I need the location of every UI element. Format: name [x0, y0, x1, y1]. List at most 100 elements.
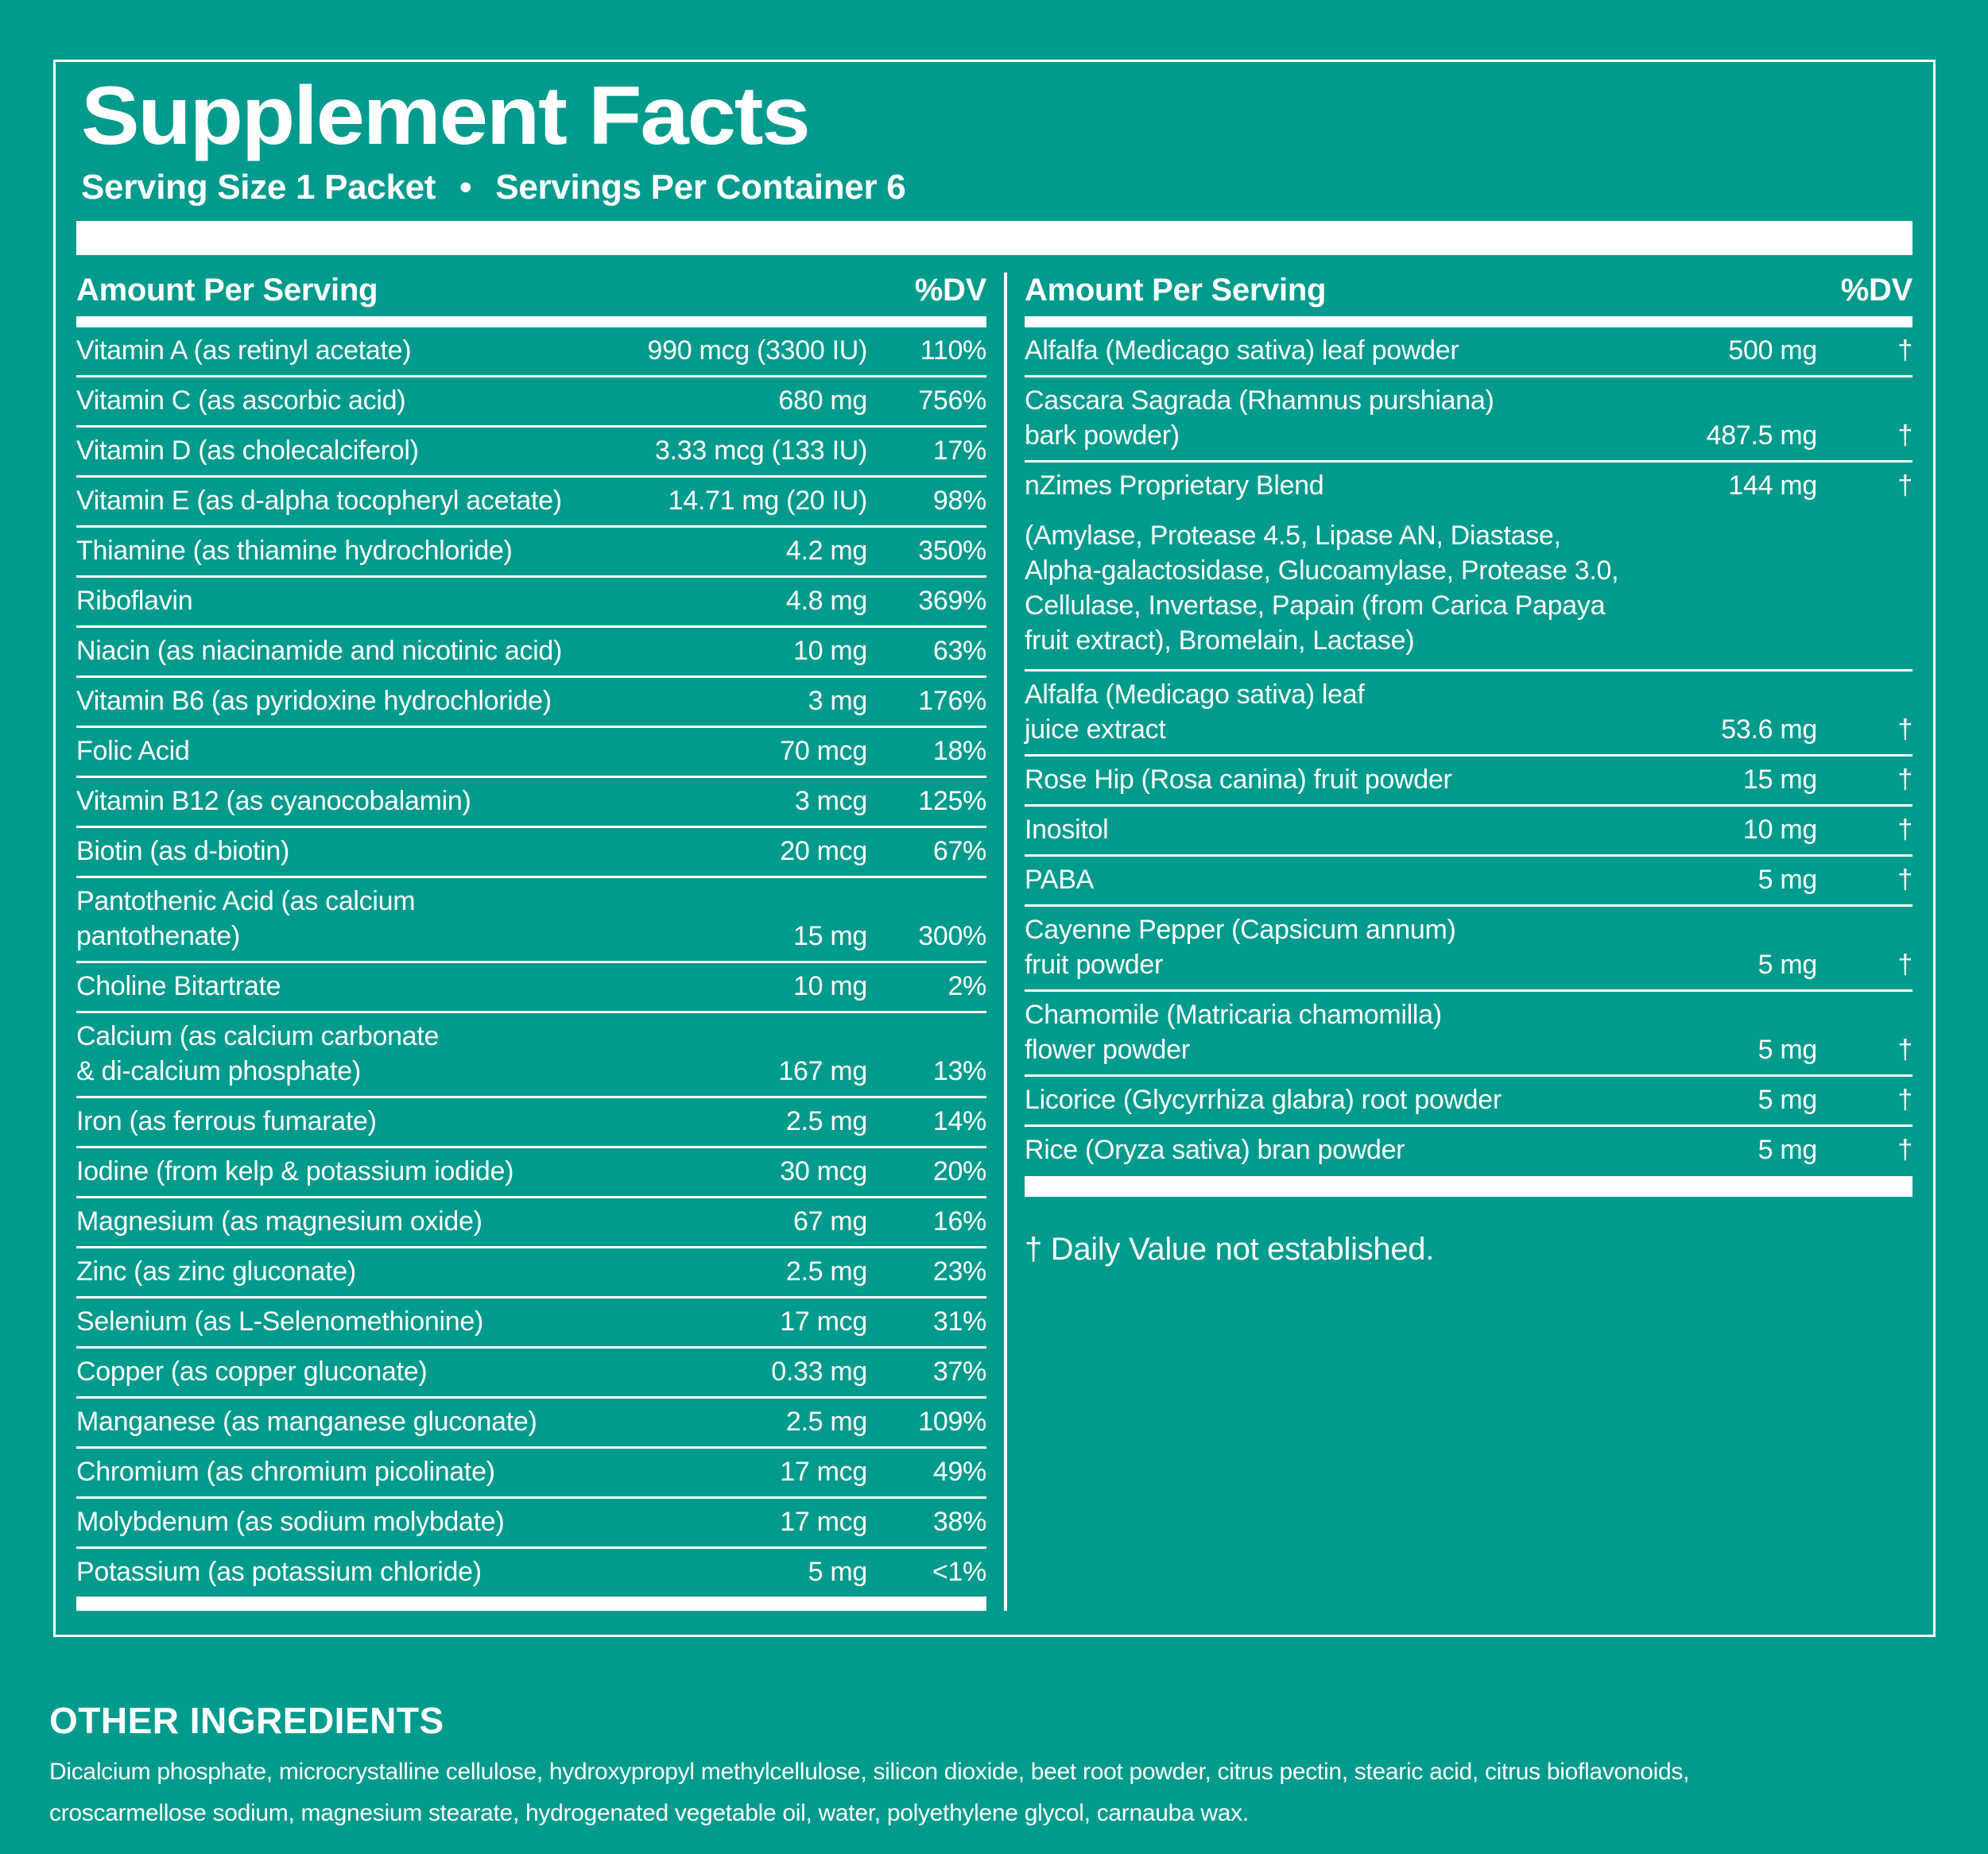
- table-row: Manganese (as manganese gluconate) 2.5 mg…: [76, 1399, 986, 1449]
- ingredient-dv: 109%: [918, 1407, 986, 1437]
- ingredient-dv: 13%: [932, 1056, 986, 1086]
- ingredient-dv: 98%: [932, 486, 986, 516]
- header-underline-bar: [76, 316, 986, 327]
- ingredient-dv: †: [1897, 764, 1912, 795]
- ingredient-dv: 38%: [932, 1507, 986, 1537]
- ingredient-row: Choline Bitartrate 10 mg 2%: [76, 963, 986, 1011]
- table-row: Vitamin B12 (as cyanocobalamin) 3 mcg 125%: [76, 778, 986, 828]
- ingredient-amount: 14.71 mg (20 IU): [668, 486, 868, 516]
- ingredient-amount: 680 mg: [778, 385, 867, 416]
- ingredient-dv: 20%: [932, 1156, 986, 1186]
- ingredient-amount: 10 mg: [793, 636, 867, 666]
- ingredient-name: Vitamin B12 (as cyanocobalamin): [76, 786, 471, 816]
- ingredient-row: Inositol 10 mg †: [1025, 807, 1912, 854]
- ingredient-amount: 3.33 mcg (133 IU): [654, 435, 867, 466]
- table-row: Pantothenic Acid (as calcium pantothenat…: [76, 878, 986, 963]
- ingredient-name: Biotin (as d-biotin): [76, 836, 290, 866]
- ingredient-amount: 20 mcg: [780, 836, 867, 866]
- ingredient-row: Alfalfa (Medicago sativa) leaf powder 500…: [1025, 327, 1912, 375]
- ingredient-name: nZimes Proprietary Blend: [1025, 470, 1324, 501]
- table-row: Cascara Sagrada (Rhamnus purshiana) bark…: [1025, 377, 1912, 463]
- table-row: Inositol 10 mg †: [1025, 807, 1912, 857]
- ingredient-name: Riboflavin: [76, 586, 193, 616]
- ingredient-amount: 5 mg: [1757, 1085, 1818, 1115]
- ingredient-name: Calcium (as calcium carbonate & di-calci…: [76, 1021, 440, 1086]
- table-row: Niacin (as niacinamide and nicotinic aci…: [76, 628, 986, 678]
- table-row: Calcium (as calcium carbonate & di-calci…: [76, 1013, 986, 1098]
- ingredient-dv: 756%: [918, 385, 986, 416]
- ingredient-amount: 0.33 mg: [771, 1357, 867, 1387]
- ingredient-name: Pantothenic Acid (as calcium pantothenat…: [76, 886, 416, 951]
- ingredient-dv: 176%: [918, 686, 986, 716]
- ingredient-row: Iron (as ferrous fumarate) 2.5 mg 14%: [76, 1098, 986, 1146]
- ingredient-row: Chromium (as chromium picolinate) 17 mcg 4…: [76, 1449, 986, 1496]
- other-ingredients-section: OTHER INGREDIENTS Dicalcium phosphate, m…: [49, 1699, 1957, 1834]
- left-column: Amount Per Serving %DV Vitamin A (as ret…: [76, 273, 986, 1611]
- ingredient-amount: 990 mcg (3300 IU): [647, 335, 868, 366]
- ingredient-row: Vitamin E (as d-alpha tocopheryl acetate…: [76, 478, 986, 525]
- table-row: Potassium (as potassium chloride) 5 mg <1%: [76, 1549, 986, 1597]
- ingredient-row: nZimes Proprietary Blend 144 mg †: [1025, 463, 1912, 510]
- ingredient-amount: 30 mcg: [780, 1156, 867, 1186]
- ingredient-dv: 37%: [932, 1357, 986, 1387]
- table-row: Vitamin A (as retinyl acetate) 990 mcg (3…: [76, 327, 986, 377]
- ingredients-table: Amount Per Serving %DV Vitamin A (as ret…: [76, 273, 1912, 1611]
- amount-per-serving-header: Amount Per Serving: [1025, 273, 1327, 308]
- ingredient-amount: 144 mg: [1728, 470, 1817, 501]
- table-row: Zinc (as zinc gluconate) 2.5 mg 23%: [76, 1248, 986, 1299]
- ingredient-row: Thiamine (as thiamine hydrochloride) 4.2 …: [76, 528, 986, 575]
- table-row: Cayenne Pepper (Capsicum annum) fruit po…: [1025, 907, 1912, 992]
- table-row: Copper (as copper gluconate) 0.33 mg 37%: [76, 1349, 986, 1399]
- ingredient-row: Pantothenic Acid (as calcium pantothenat…: [76, 878, 986, 961]
- divider-bar-bottom-left: [76, 1597, 986, 1611]
- ingredient-dv: 2%: [947, 971, 986, 1001]
- ingredient-dv: 16%: [932, 1206, 986, 1237]
- ingredient-dv: 14%: [932, 1106, 986, 1136]
- ingredient-amount: 2.5 mg: [785, 1407, 867, 1437]
- ingredient-dv: 110%: [920, 335, 987, 366]
- table-row: Vitamin B6 (as pyridoxine hydrochloride)…: [76, 678, 986, 728]
- ingredient-name: Vitamin A (as retinyl acetate): [76, 335, 412, 366]
- ingredient-amount: 17 mcg: [780, 1457, 867, 1487]
- ingredient-dv: †: [1897, 470, 1912, 501]
- ingredient-amount: 10 mg: [793, 971, 867, 1001]
- ingredient-amount: 5 mg: [1757, 950, 1818, 980]
- ingredient-name: Vitamin B6 (as pyridoxine hydrochloride): [76, 686, 552, 716]
- servings-per-container: Servings Per Container 6: [495, 168, 906, 207]
- table-row: Alfalfa (Medicago sativa) leaf powder 500…: [1025, 327, 1912, 377]
- blend-details: (Amylase, Protease 4.5, Lipase AN, Diast…: [1025, 521, 1619, 656]
- table-row: Biotin (as d-biotin) 20 mcg 67%: [76, 828, 986, 878]
- table-row: Vitamin C (as ascorbic acid) 680 mg 756%: [76, 377, 986, 428]
- table-row: Magnesium (as magnesium oxide) 67 mg 16%: [76, 1198, 986, 1248]
- table-row: Vitamin E (as d-alpha tocopheryl acetate…: [76, 478, 986, 528]
- ingredient-dv: †: [1897, 1135, 1912, 1165]
- ingredient-dv: †: [1897, 714, 1912, 745]
- ingredient-name: Selenium (as L-Selenomethionine): [76, 1306, 484, 1337]
- ingredient-row: Vitamin B6 (as pyridoxine hydrochloride)…: [76, 678, 986, 726]
- ingredient-row: Rose Hip (Rosa canina) fruit powder 15 mg…: [1025, 757, 1912, 804]
- table-row: Vitamin D (as cholecalciferol) 3.33 mcg (…: [76, 428, 986, 478]
- ingredient-name: Vitamin E (as d-alpha tocopheryl acetate…: [76, 486, 562, 516]
- ingredient-amount: 17 mcg: [780, 1306, 867, 1337]
- ingredient-name: Rice (Oryza sativa) bran powder: [1025, 1135, 1405, 1165]
- ingredient-dv: 369%: [918, 586, 986, 616]
- ingredient-amount: 17 mcg: [780, 1507, 867, 1537]
- amount-per-serving-header: Amount Per Serving: [76, 273, 378, 308]
- ingredient-name: Rose Hip (Rosa canina) fruit powder: [1025, 764, 1452, 795]
- ingredient-name: PABA: [1025, 865, 1094, 895]
- ingredient-amount: 3 mcg: [794, 786, 867, 816]
- ingredient-name: Manganese (as manganese gluconate): [76, 1407, 537, 1437]
- ingredient-amount: 167 mg: [778, 1056, 867, 1086]
- dv-header: %DV: [914, 273, 987, 308]
- ingredient-amount: 70 mcg: [780, 736, 867, 766]
- ingredient-dv: †: [1897, 1035, 1912, 1065]
- ingredient-name: Chamomile (Matricaria chamomilla) flower…: [1025, 1000, 1442, 1065]
- ingredient-amount: 5 mg: [808, 1557, 868, 1587]
- ingredient-dv: 67%: [932, 836, 986, 866]
- ingredient-amount: 67 mg: [793, 1206, 867, 1237]
- ingredient-name: Molybdenum (as sodium molybdate): [76, 1507, 505, 1537]
- ingredient-dv: †: [1897, 865, 1912, 895]
- table-row: Alfalfa (Medicago sativa) leaf juice ext…: [1025, 672, 1912, 757]
- ingredient-dv: 125%: [918, 786, 986, 816]
